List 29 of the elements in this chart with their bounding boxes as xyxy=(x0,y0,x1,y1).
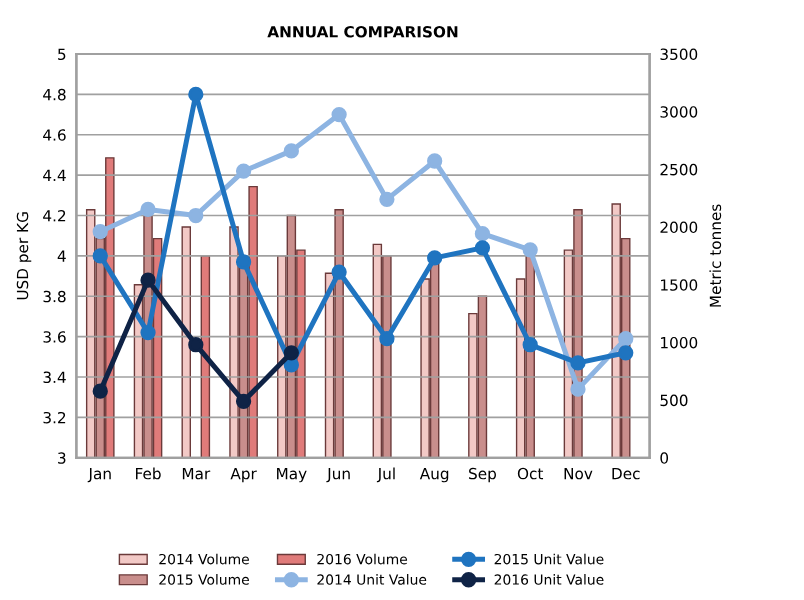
point xyxy=(522,242,538,258)
point xyxy=(331,106,347,123)
point xyxy=(522,337,538,353)
point xyxy=(235,254,252,270)
point xyxy=(427,250,443,266)
point xyxy=(188,207,204,224)
point xyxy=(140,324,156,341)
point xyxy=(92,383,108,399)
point xyxy=(379,331,395,347)
point xyxy=(570,355,586,371)
point xyxy=(92,248,108,264)
point xyxy=(427,153,443,169)
point xyxy=(331,264,347,280)
point xyxy=(474,240,491,256)
point xyxy=(618,331,634,347)
point xyxy=(140,272,156,288)
point xyxy=(235,393,252,409)
point xyxy=(92,224,108,240)
point xyxy=(188,86,204,103)
point xyxy=(379,191,395,208)
point xyxy=(188,337,204,353)
point xyxy=(235,163,252,179)
point xyxy=(474,226,491,242)
point xyxy=(283,345,299,361)
point xyxy=(140,201,156,218)
point xyxy=(570,381,586,397)
point xyxy=(618,345,634,361)
point xyxy=(283,143,299,159)
bar xyxy=(181,226,192,458)
